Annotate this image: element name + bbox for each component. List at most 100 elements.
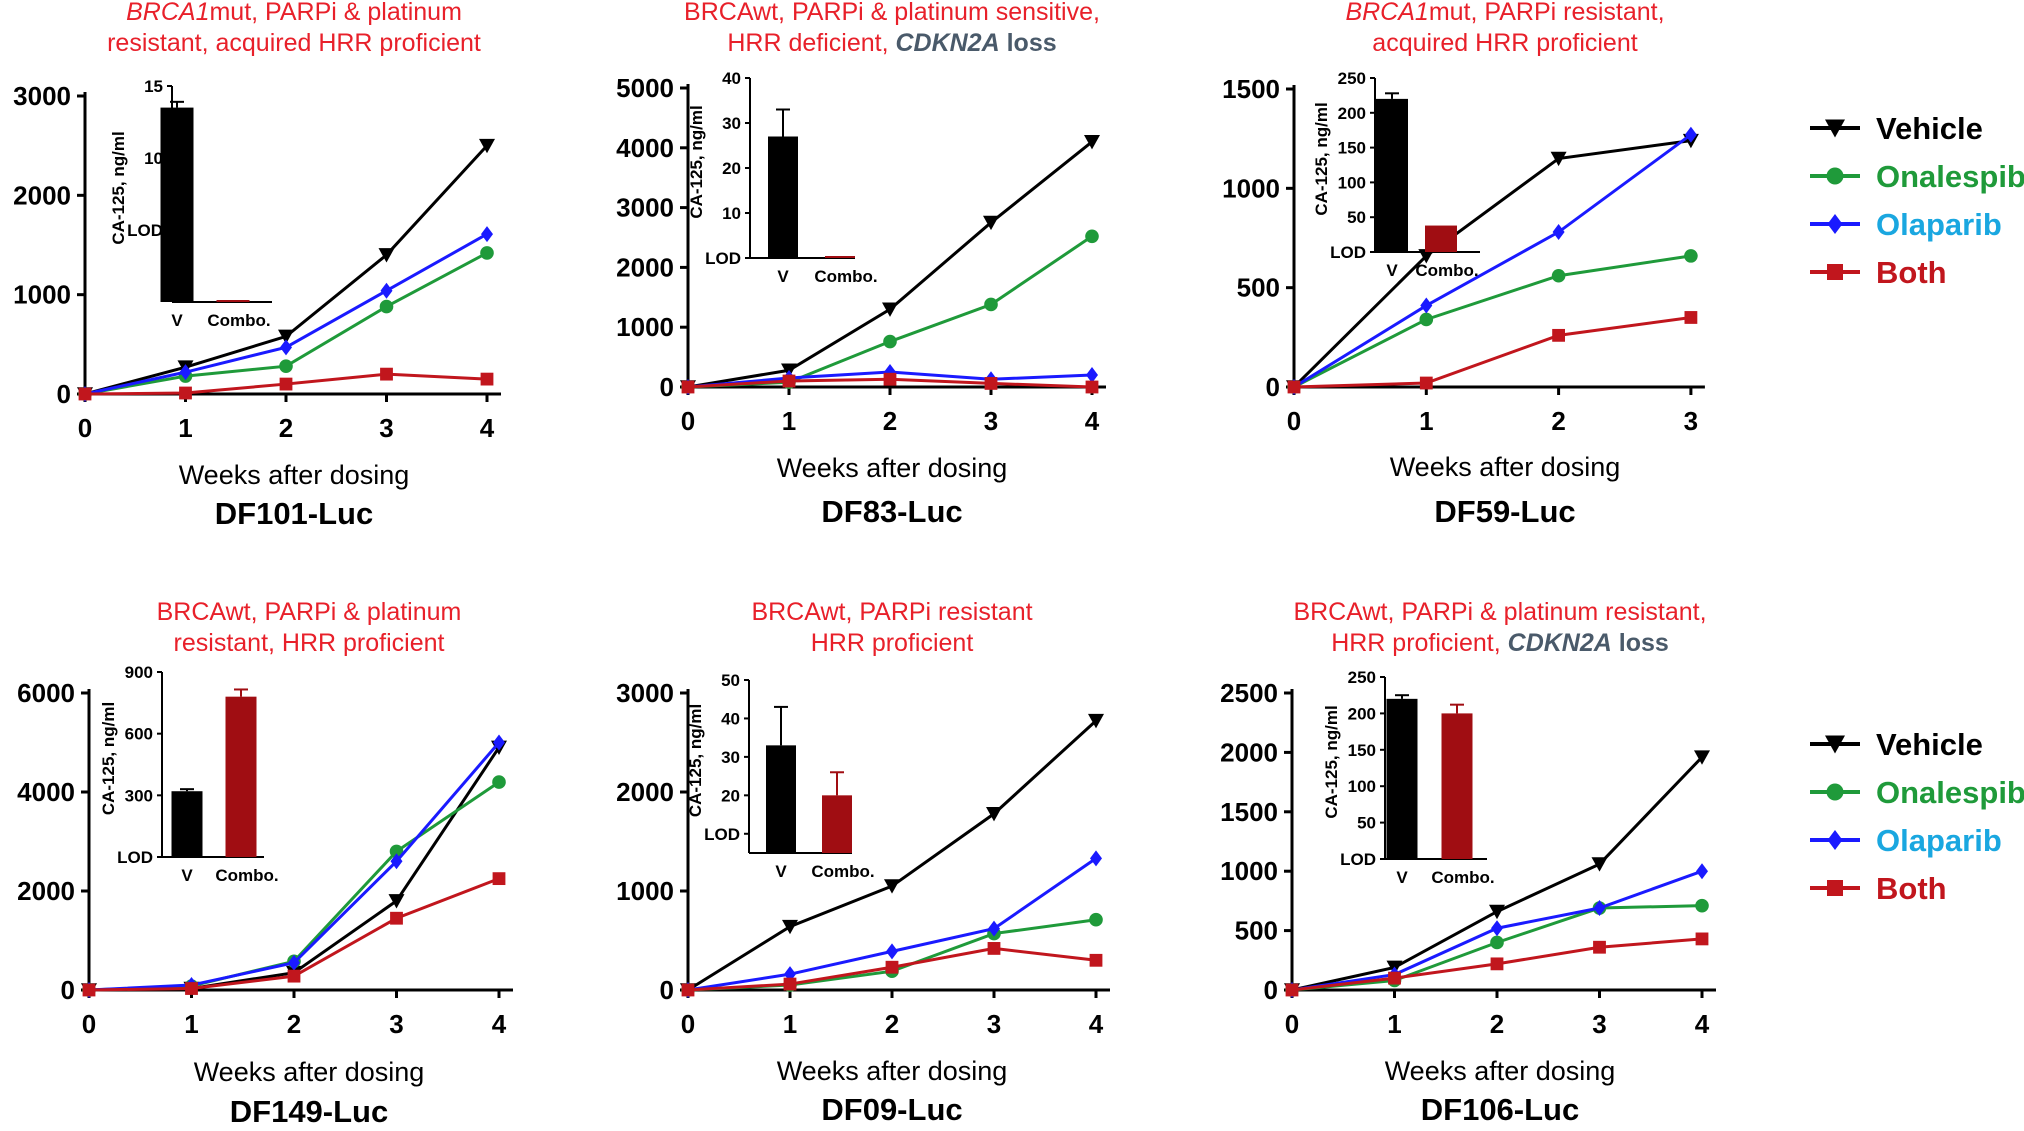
data-point — [1420, 297, 1433, 314]
panel-df59-luc: BRCA1mut, PARPi resistant, acquired HRR p… — [1222, 0, 1705, 529]
data-point — [1489, 904, 1505, 920]
data-point — [82, 983, 96, 997]
data-point — [783, 977, 797, 991]
x-tick-label: 4 — [1089, 1009, 1104, 1039]
inset-category-label: V — [777, 267, 789, 286]
y-tick-label: 0 — [1266, 372, 1280, 402]
series-line — [1293, 315, 1692, 389]
inset-y-axis-label: CA-125, ng/ml — [99, 702, 118, 815]
x-tick-label: 4 — [480, 413, 495, 443]
panel-title: DF101-Luc — [215, 496, 373, 531]
panel-subtitle-line: resistant, acquired HRR proficient — [107, 29, 481, 57]
data-point — [480, 246, 494, 260]
series-both — [78, 367, 494, 401]
y-tick-label: 2000 — [616, 252, 674, 282]
y-tick-label: 0 — [1264, 975, 1278, 1005]
data-point — [1419, 312, 1434, 327]
inset-y-tick-label: 50 — [721, 671, 740, 690]
legend-label: Onalespib — [1876, 159, 2024, 194]
legend-marker — [1827, 830, 1843, 850]
legend-label: Olaparib — [1876, 823, 2002, 858]
inset-category-label: Combo. — [1415, 261, 1478, 280]
inset-bar — [1441, 713, 1473, 859]
legend-marker — [1827, 264, 1843, 280]
inset-y-tick-label: LOD — [117, 848, 153, 867]
legend-marker — [1826, 167, 1844, 185]
data-point — [1419, 376, 1433, 390]
y-tick-label: 6000 — [17, 678, 75, 708]
data-point — [1090, 850, 1102, 867]
panel-subtitle-line: BRCAwt, PARPi & platinum resistant, — [1293, 598, 1706, 626]
data-point — [1552, 328, 1565, 342]
data-point — [1287, 380, 1301, 394]
y-tick-label: 5000 — [616, 73, 674, 103]
panel-df101-luc: BRCA1mut, PARPi & platinum resistant, acq… — [13, 0, 501, 531]
series-line — [687, 140, 1093, 389]
y-tick-label: 2000 — [1220, 737, 1278, 767]
subtitle-segment: BRCAwt, PARPi resistant — [751, 598, 1032, 626]
data-point — [1490, 957, 1504, 971]
inset-y-tick-label: 10 — [144, 149, 163, 168]
series-line — [88, 746, 501, 992]
y-tick-label: 3000 — [616, 193, 674, 223]
y-tick-label: 2000 — [13, 180, 71, 210]
series-line — [1292, 139, 1692, 389]
data-point — [287, 969, 301, 983]
inset-bar-chart: LOD 10 15 CA-125, ng/ml V Combo. — [109, 77, 272, 330]
y-tick-label: 3000 — [616, 678, 674, 708]
subtitle-segment: CDKN2A — [1508, 629, 1612, 657]
x-tick-label: 4 — [1695, 1009, 1710, 1039]
series-both — [681, 942, 1103, 997]
data-point — [1089, 912, 1103, 927]
legend-marker — [1825, 735, 1845, 754]
data-point — [883, 334, 897, 349]
x-tick-label: 0 — [82, 1009, 96, 1039]
legend-entry-vehicle: Vehicle — [1810, 111, 1983, 146]
inset-y-tick-label: 300 — [125, 786, 153, 805]
x-tick-label: 2 — [287, 1009, 301, 1039]
x-axis-label: Weeks after dosing — [777, 1056, 1008, 1086]
data-point — [492, 775, 506, 789]
series-line — [1293, 254, 1692, 389]
data-point — [279, 359, 293, 373]
y-tick-label: 500 — [1235, 916, 1278, 946]
data-point — [280, 339, 292, 356]
y-tick-label: 4000 — [17, 777, 75, 807]
y-tick-label: 1000 — [616, 876, 674, 906]
data-point — [782, 919, 798, 935]
data-point — [1089, 953, 1103, 967]
y-tick-label: 4000 — [616, 133, 674, 163]
data-point — [988, 920, 1000, 937]
panel-subtitle-line: HRR deficient, CDKN2A loss — [727, 29, 1056, 57]
inset-y-tick-label: 50 — [1357, 814, 1376, 833]
x-tick-label: 3 — [389, 1009, 403, 1039]
inset-y-tick-label: 40 — [722, 69, 741, 88]
inset-y-axis-label: CA-125, ng/ml — [1322, 705, 1341, 818]
inset-category-label: V — [181, 866, 193, 885]
x-axis-label: Weeks after dosing — [1390, 452, 1621, 482]
inset-category-label: Combo. — [811, 862, 874, 881]
subtitle-segment: BRCAwt, PARPi & platinum resistant, — [1293, 598, 1706, 626]
data-point — [1490, 935, 1504, 950]
inset-bar — [766, 745, 796, 853]
data-point — [278, 329, 294, 344]
x-tick-label: 1 — [1387, 1009, 1401, 1039]
panel-subtitle-line: BRCA1mut, PARPi resistant, — [1345, 0, 1664, 26]
data-point — [782, 374, 796, 388]
legend-entry-olaparib: Olaparib — [1810, 823, 2002, 858]
data-point — [1550, 151, 1567, 167]
data-point — [1552, 224, 1565, 241]
panel-df83-luc: BRCAwt, PARPi & platinum sensitive, HRR d… — [616, 0, 1106, 529]
legend-entry-vehicle: Vehicle — [1810, 727, 1983, 762]
inset-bar-chart: LOD 50 100 150 200 250 CA-125, ng/ml V Combo. — [1322, 668, 1495, 887]
data-point — [1086, 367, 1098, 384]
panel-title: DF09-Luc — [821, 1092, 962, 1127]
data-point — [481, 226, 493, 243]
data-point — [390, 853, 403, 870]
x-tick-label: 2 — [883, 406, 897, 436]
inset-bar — [225, 696, 257, 857]
legend-label: Olaparib — [1876, 207, 2002, 242]
subtitle-segment: HRR proficient — [811, 629, 974, 657]
y-tick-label: 2000 — [616, 777, 674, 807]
y-tick-label: 2000 — [17, 876, 75, 906]
